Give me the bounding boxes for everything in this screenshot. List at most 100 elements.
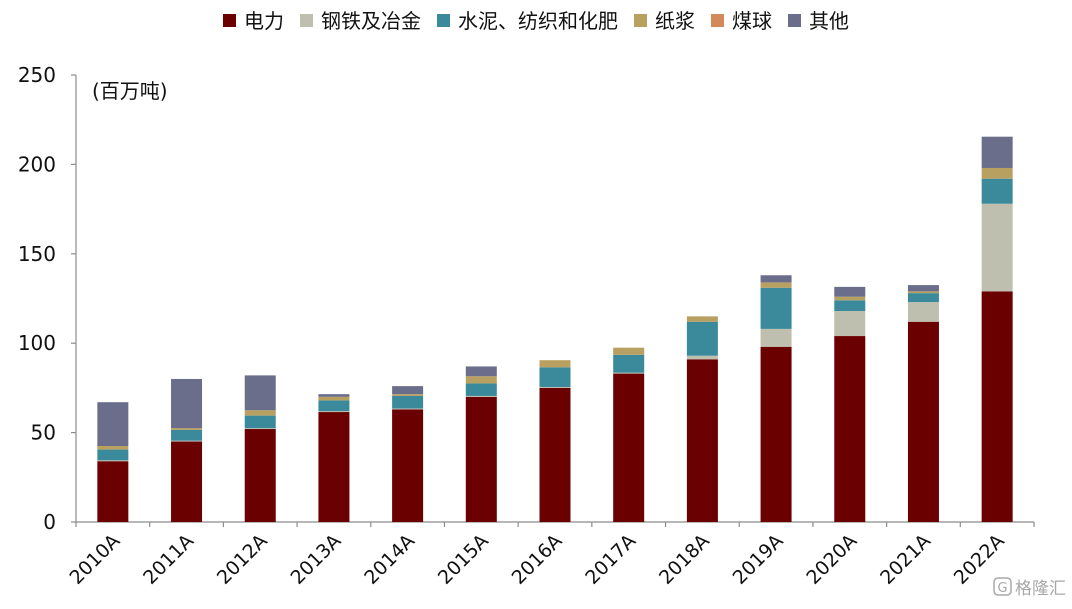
- bar-segment-2012A-series-1: [244, 428, 276, 430]
- bar-segment-2014A-series-0: [392, 409, 424, 522]
- watermark-logo-glyph: G: [997, 581, 1007, 596]
- x-tick-label: 2012A: [213, 530, 272, 589]
- bar-segment-2018A-series-0: [686, 359, 718, 522]
- bar-segment-2013A-series-2: [318, 400, 350, 412]
- bar-segment-2016A-series-3: [539, 360, 571, 368]
- bar-segment-2020A-series-0: [834, 336, 866, 522]
- bar-segment-2020A-series-1: [834, 311, 866, 337]
- bar-segment-2011A-series-2: [171, 429, 203, 441]
- bar-segment-2015A-series-3: [465, 376, 497, 384]
- bar-stack-2012A: [244, 375, 276, 522]
- bar-segment-2019A-series-0: [760, 346, 792, 522]
- bar-segment-2013A-series-1: [318, 411, 350, 413]
- bar-segment-2022A-series-5: [981, 136, 1013, 168]
- bar-stack-2021A: [907, 285, 939, 522]
- bar-segment-2014A-series-1: [392, 408, 424, 410]
- bar-stack-2011A: [171, 378, 203, 522]
- bar-segment-2017A-series-0: [613, 373, 645, 522]
- bar-segment-2012A-series-5: [244, 375, 276, 411]
- legend-item: 煤球: [711, 9, 772, 33]
- legend-swatch: [711, 14, 724, 27]
- x-axis-tick-labels: 2010A 2011A 2012A 2013A 2014A 2015A 2016A 2017A…: [65, 522, 1035, 589]
- legend-item: 其他: [788, 9, 849, 33]
- bar-segment-2015A-series-5: [465, 366, 497, 377]
- legend-label: 水泥、纺织和化肥: [458, 9, 618, 33]
- bar-segment-2011A-series-0: [171, 441, 203, 522]
- bar-segment-2022A-series-1: [981, 203, 1013, 292]
- bar-segment-2021A-series-1: [907, 302, 939, 322]
- x-tick-label: 2013A: [287, 530, 346, 589]
- bar-stack-2022A: [981, 136, 1013, 522]
- bar-segment-2018A-series-2: [686, 321, 718, 356]
- y-tick-label: 200: [18, 152, 56, 176]
- bar-segment-2016A-series-0: [539, 387, 571, 522]
- bar-segment-2019A-series-5: [760, 275, 792, 283]
- bar-segment-2013A-series-5: [318, 394, 350, 397]
- watermark-logo-icon: [993, 577, 1012, 596]
- bar-stack-2017A: [613, 347, 645, 522]
- x-tick-label: 2020A: [802, 530, 861, 589]
- bar-segment-2011A-series-5: [171, 378, 203, 429]
- bar-segment-2014A-series-3: [392, 394, 424, 396]
- y-tick-label: 250: [18, 63, 56, 87]
- x-tick-label: 2014A: [360, 530, 419, 589]
- bar-segment-2018A-series-1: [686, 355, 718, 360]
- bar-segment-2022A-series-3: [981, 167, 1013, 179]
- bar-segment-2021A-series-3: [907, 291, 939, 294]
- bar-stack-2019A: [760, 275, 792, 522]
- legend-swatch: [300, 14, 313, 27]
- bar-segment-2020A-series-5: [834, 286, 866, 297]
- bar-stack-2010A: [97, 402, 129, 522]
- bar-segment-2015A-series-1: [465, 395, 497, 397]
- bar-segment-2014A-series-2: [392, 395, 424, 409]
- bar-segment-2020A-series-3: [834, 296, 866, 301]
- bar-stack-2016A: [539, 360, 571, 522]
- bar-segment-2012A-series-3: [244, 410, 276, 416]
- legend: 电力 钢铁及冶金 水泥、纺织和化肥 纸浆 煤球 其他: [223, 9, 849, 33]
- bar-segment-2010A-series-1: [97, 460, 129, 462]
- bar-segment-2010A-series-3: [97, 446, 129, 450]
- bar-stack-2015A: [465, 366, 497, 522]
- bar-stack-2014A: [392, 386, 424, 522]
- watermark: G 格隆汇: [993, 577, 1066, 599]
- y-tick-label: 100: [18, 331, 56, 355]
- bar-segment-2022A-series-2: [981, 178, 1013, 204]
- legend-label: 钢铁及冶金: [321, 9, 421, 33]
- bar-segment-2021A-series-2: [907, 293, 939, 303]
- y-tick-label: 0: [43, 510, 56, 534]
- bars: [97, 136, 1013, 522]
- bar-segment-2021A-series-5: [907, 285, 939, 292]
- bar-segment-2012A-series-0: [244, 429, 276, 522]
- legend-item: 水泥、纺织和化肥: [437, 9, 618, 33]
- bar-segment-2013A-series-0: [318, 412, 350, 522]
- legend-label: 纸浆: [655, 9, 695, 33]
- y-tick-label: 50: [31, 421, 56, 445]
- legend-swatch: [788, 14, 801, 27]
- x-tick-label: 2021A: [876, 530, 935, 589]
- x-tick-label: 2018A: [655, 530, 714, 589]
- bar-segment-2012A-series-2: [244, 415, 276, 429]
- bar-segment-2015A-series-2: [465, 383, 497, 396]
- legend-item: 纸浆: [634, 9, 695, 33]
- x-tick-label: 2019A: [729, 530, 788, 589]
- x-tick-label: 2017A: [581, 530, 640, 589]
- bar-segment-2017A-series-1: [613, 372, 645, 374]
- bar-segment-2022A-series-0: [981, 291, 1013, 522]
- legend-swatch: [634, 14, 647, 27]
- x-tick-label: 2016A: [508, 530, 567, 589]
- watermark-text: 格隆汇: [1015, 579, 1066, 599]
- bar-segment-2020A-series-2: [834, 300, 866, 312]
- legend-swatch: [437, 14, 450, 27]
- legend-label: 电力: [244, 9, 284, 33]
- x-tick-label: 2010A: [65, 530, 124, 589]
- y-axis-ticks: 0 50 100 150 200 250: [18, 63, 76, 534]
- bar-segment-2019A-series-3: [760, 282, 792, 288]
- bar-segment-2019A-series-2: [760, 287, 792, 329]
- legend-swatch: [223, 14, 236, 27]
- x-tick-label: 2015A: [434, 530, 493, 589]
- unit-label: (百万吨): [92, 79, 168, 103]
- bar-segment-2013A-series-3: [318, 396, 350, 401]
- y-tick-label: 150: [18, 242, 56, 266]
